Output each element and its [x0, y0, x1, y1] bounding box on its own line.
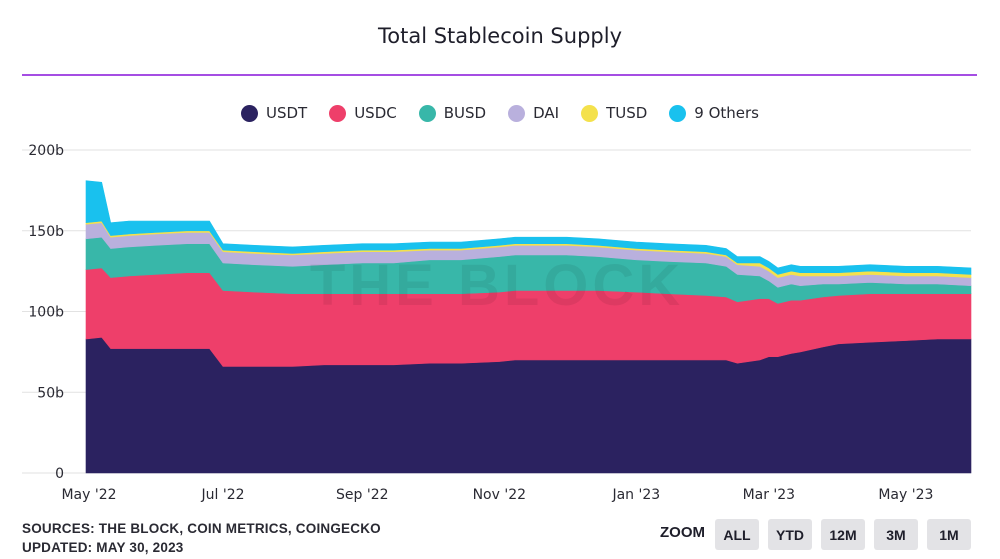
x-tick-label: Nov '22 [473, 487, 526, 503]
x-tick-label: May '22 [61, 487, 116, 503]
zoom-ytd-button[interactable]: YTD [768, 519, 812, 550]
x-tick-label: Mar '23 [743, 487, 796, 503]
legend-label-usdt: USDT [265, 104, 308, 122]
legend-item-usdc[interactable]: USDC [329, 104, 397, 122]
title-divider [22, 74, 977, 76]
legend-label-tusd: TUSD [606, 104, 648, 122]
legend-label-usdc: USDC [354, 104, 397, 122]
x-tick-label: Jul '22 [201, 487, 245, 503]
sources-note: SOURCES: THE BLOCK, COIN METRICS, COINGE… [22, 521, 381, 536]
zoom-all-button[interactable]: ALL [715, 519, 759, 550]
y-tick-label: 0 [55, 466, 64, 482]
legend-label-others: 9 Others [694, 104, 759, 122]
legend-item-others[interactable]: 9 Others [669, 104, 759, 122]
legend-item-usdt[interactable]: USDT [240, 104, 308, 122]
legend-item-tusd[interactable]: TUSD [581, 104, 647, 122]
x-tick-label: Jan '23 [611, 487, 660, 503]
legend-marker-usdc [329, 104, 347, 122]
zoom-label: ZOOM [660, 524, 705, 541]
zoom-3m-button[interactable]: 3M [874, 519, 918, 550]
zoom-1m-button[interactable]: 1M [927, 519, 971, 550]
x-tick-label: Sep '22 [336, 487, 389, 503]
y-tick-label: 100b [28, 305, 64, 321]
updated-note: UPDATED: MAY 30, 2023 [22, 540, 184, 555]
legend-marker-tusd [581, 104, 599, 122]
y-tick-label: 200b [28, 143, 64, 159]
x-tick-label: May '23 [878, 487, 933, 503]
stacked-area-chart: 0 50b 100b 150b 200b THE BLOCK May '22 Jul '22 S… [22, 143, 972, 503]
legend-marker-dai [508, 104, 526, 122]
legend-item-dai[interactable]: DAI [508, 104, 559, 122]
legend: USDT USDC BUSD DAI TUSD 9 Others [0, 104, 1000, 122]
legend-label-busd: BUSD [443, 104, 487, 122]
legend-marker-busd [418, 104, 436, 122]
area-series-9-others [85, 180, 972, 275]
zoom-12m-button[interactable]: 12M [821, 519, 865, 550]
y-tick-label: 150b [28, 224, 64, 240]
legend-label-dai: DAI [533, 104, 560, 122]
legend-marker-usdt [240, 104, 258, 122]
chart-title: Total Stablecoin Supply [377, 24, 622, 48]
legend-marker-others [669, 104, 687, 122]
legend-item-busd[interactable]: BUSD [418, 104, 487, 122]
watermark: THE BLOCK [310, 253, 684, 318]
y-tick-label: 50b [37, 385, 64, 401]
